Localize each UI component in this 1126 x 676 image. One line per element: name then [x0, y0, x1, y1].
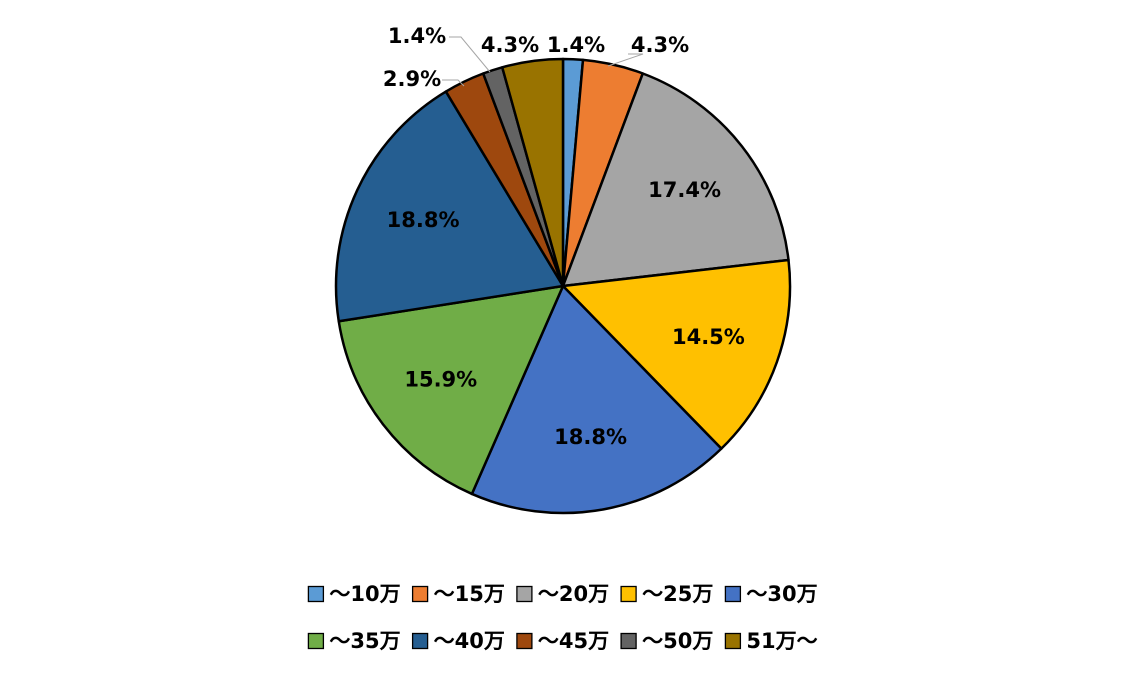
leader-lines: [442, 36, 644, 87]
data-label-35-5: 15.9%: [404, 367, 477, 391]
data-label-15-1: 4.3%: [631, 33, 689, 57]
data-label-40-6: 18.8%: [387, 208, 460, 232]
legend-swatch-35-5: [307, 632, 325, 650]
legend-label-50-8: ～50万: [642, 629, 713, 653]
legend-item: ～10万: [307, 582, 401, 606]
pie-slice-25-3: [561, 258, 792, 450]
data-label-10-0: 1.4%: [547, 33, 605, 57]
legend-label-20-2: ～20万: [538, 582, 609, 606]
data-label-25-3: 14.5%: [672, 325, 745, 349]
legend-item: ～40万: [411, 629, 505, 653]
legend-label-51-9: 51万～: [746, 629, 817, 653]
data-labels: 1.4% 4.3% 17.4% 14.5% 18.8% 15.9% 18.8% 2.9% 1.4…: [383, 24, 745, 449]
legend-swatch-10-0: [307, 585, 325, 603]
legend-label-15-1: ～15万: [434, 582, 505, 606]
legend-label-45-7: ～45万: [538, 629, 609, 653]
legend-item: ～20万: [516, 582, 609, 606]
legend: ～10万 ～15万 ～20万 ～25万 ～30万 ～35万 ～40万 ～45万 ～50万 51万～: [307, 582, 818, 653]
legend-swatch-15-1: [411, 585, 429, 603]
legend-item: 51万～: [724, 629, 818, 653]
legend-item: ～15万: [411, 582, 505, 606]
data-label-20-2: 17.4%: [648, 178, 721, 202]
legend-swatch-30-4: [724, 585, 742, 603]
legend-label-30-4: ～30万: [746, 582, 817, 606]
legend-item: ～50万: [620, 629, 713, 653]
leader-line-8: [449, 36, 491, 73]
legend-item: ～45万: [516, 629, 609, 653]
legend-swatch-40-6: [411, 632, 429, 650]
data-label-51-9: 4.3%: [481, 33, 539, 57]
legend-label-10-0: ～10万: [329, 582, 400, 606]
pie-slices: [334, 57, 792, 515]
legend-label-35-5: ～35万: [329, 629, 400, 653]
legend-item: ～25万: [620, 582, 713, 606]
legend-swatch-51-9: [724, 632, 742, 650]
data-label-30-4: 18.8%: [554, 425, 627, 449]
pie-slice-51-9: [500, 57, 565, 288]
legend-swatch-50-8: [620, 632, 637, 650]
data-label-45-7: 2.9%: [383, 67, 441, 91]
pie-slice-30-4: [470, 284, 723, 515]
legend-item: ～30万: [724, 582, 818, 606]
data-label-50-8: 1.4%: [388, 24, 446, 48]
pie-slice-20-2: [561, 72, 790, 288]
leader-line-7: [442, 79, 465, 87]
legend-swatch-45-7: [516, 632, 533, 650]
leader-line-1: [607, 53, 644, 67]
legend-label-40-6: ～40万: [434, 629, 505, 653]
legend-item: ～35万: [307, 629, 401, 653]
legend-swatch-20-2: [516, 585, 533, 603]
pie-slice-35-5: [337, 284, 565, 496]
pie-slice-40-6: [334, 90, 565, 323]
legend-label-25-3: ～25万: [642, 582, 713, 606]
legend-swatch-25-3: [620, 585, 637, 603]
